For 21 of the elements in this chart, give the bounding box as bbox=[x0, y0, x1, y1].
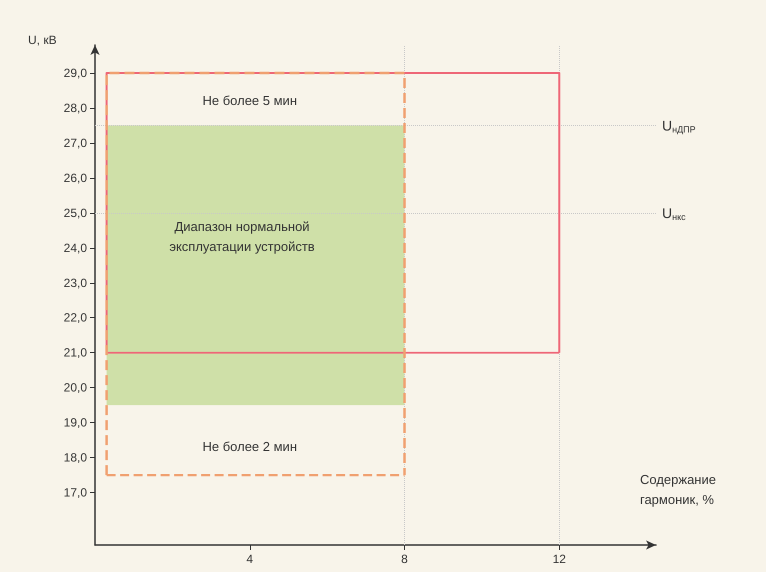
x-axis-title: Содержание гармоник, % bbox=[640, 471, 717, 509]
annotation: Не более 5 мин bbox=[202, 92, 298, 110]
y-tick-label: 20,0 bbox=[64, 380, 88, 395]
y-tick-label: 19,0 bbox=[64, 416, 88, 430]
y-axis-title: U, кВ bbox=[28, 32, 57, 49]
x-tick-label: 8 bbox=[401, 552, 408, 566]
y-tick-label: 24,0 bbox=[64, 240, 88, 255]
y-tick-label: 26,0 bbox=[64, 170, 88, 185]
y-tick-label: 22,0 bbox=[64, 310, 88, 325]
y-tick-label: 17,0 bbox=[64, 486, 88, 500]
annotation: Диапазон нормальной эксплуатации устройств bbox=[168, 218, 316, 256]
y-tick-label: 23,0 bbox=[64, 276, 88, 290]
y-tick-label: 18,0 bbox=[64, 450, 88, 465]
y-tick-label: 29,0 bbox=[64, 66, 88, 80]
annotation: Не более 2 мин bbox=[202, 438, 298, 456]
y-tick-label: 27,0 bbox=[64, 136, 88, 150]
y-tick-label: 28,0 bbox=[64, 100, 88, 115]
y-tick-label: 25,0 bbox=[64, 206, 88, 220]
y-tick-label: 21,0 bbox=[64, 346, 88, 360]
x-tick-label: 4 bbox=[246, 552, 254, 566]
x-tick-label: 12 bbox=[552, 552, 566, 566]
